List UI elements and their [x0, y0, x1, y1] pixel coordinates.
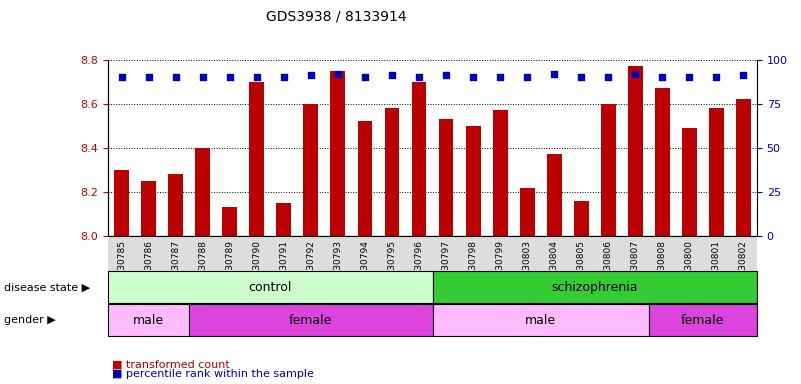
Point	[169, 74, 182, 80]
Point	[223, 74, 236, 80]
Text: GSM630808: GSM630808	[658, 240, 666, 295]
Text: schizophrenia: schizophrenia	[552, 281, 638, 294]
Point	[143, 74, 155, 80]
Point	[196, 74, 209, 80]
Point	[575, 74, 588, 80]
Point	[710, 74, 723, 80]
Point	[656, 74, 669, 80]
Text: GSM630785: GSM630785	[117, 240, 126, 295]
Bar	[115, 170, 129, 236]
Bar	[736, 99, 751, 236]
Bar	[574, 201, 589, 236]
Bar	[141, 181, 156, 236]
Point	[440, 72, 453, 78]
Point	[359, 74, 372, 80]
Point	[115, 74, 128, 80]
Point	[413, 74, 425, 80]
Bar	[249, 82, 264, 236]
Text: GDS3938 / 8133914: GDS3938 / 8133914	[266, 10, 407, 23]
Text: GSM630805: GSM630805	[577, 240, 586, 295]
Text: GSM630790: GSM630790	[252, 240, 261, 295]
Bar	[439, 119, 453, 236]
Text: GSM630797: GSM630797	[441, 240, 450, 295]
Point	[602, 74, 614, 80]
Bar	[655, 88, 670, 236]
Text: GSM630804: GSM630804	[549, 240, 558, 295]
Point	[385, 72, 398, 78]
Text: GSM630799: GSM630799	[496, 240, 505, 295]
Text: GSM630800: GSM630800	[685, 240, 694, 295]
Point	[521, 74, 533, 80]
Bar	[276, 203, 292, 236]
Point	[304, 72, 317, 78]
Bar	[601, 104, 616, 236]
Bar	[628, 66, 642, 236]
Text: GSM630794: GSM630794	[360, 240, 369, 295]
Bar	[384, 108, 400, 236]
Text: GSM630792: GSM630792	[307, 240, 316, 295]
Point	[493, 74, 506, 80]
Text: female: female	[681, 314, 725, 326]
Text: male: male	[133, 314, 164, 326]
Text: GSM630795: GSM630795	[388, 240, 396, 295]
Point	[332, 71, 344, 77]
Bar	[195, 148, 210, 236]
Text: control: control	[248, 281, 292, 294]
Text: GSM630789: GSM630789	[225, 240, 234, 295]
Bar	[547, 154, 562, 236]
Bar	[304, 104, 318, 236]
Point	[251, 74, 264, 80]
Text: GSM630801: GSM630801	[712, 240, 721, 295]
Bar	[682, 128, 697, 236]
Bar	[223, 207, 237, 236]
Point	[467, 74, 480, 80]
Point	[277, 74, 290, 80]
Text: GSM630787: GSM630787	[171, 240, 180, 295]
Text: GSM630802: GSM630802	[739, 240, 748, 295]
Bar	[168, 174, 183, 236]
Point	[737, 72, 750, 78]
Text: GSM630803: GSM630803	[523, 240, 532, 295]
Text: male: male	[525, 314, 556, 326]
Bar	[709, 108, 724, 236]
Point	[548, 71, 561, 77]
Bar	[331, 71, 345, 236]
Bar	[520, 187, 534, 236]
Text: female: female	[289, 314, 332, 326]
Text: disease state ▶: disease state ▶	[4, 282, 91, 293]
Text: GSM630806: GSM630806	[604, 240, 613, 295]
Text: GSM630807: GSM630807	[631, 240, 640, 295]
Bar	[357, 121, 372, 236]
Point	[629, 71, 642, 77]
Text: GSM630791: GSM630791	[280, 240, 288, 295]
Text: GSM630786: GSM630786	[144, 240, 153, 295]
Bar	[493, 110, 508, 236]
Bar	[412, 82, 426, 236]
Text: GSM630796: GSM630796	[415, 240, 424, 295]
Bar	[465, 126, 481, 236]
Text: GSM630788: GSM630788	[199, 240, 207, 295]
Point	[683, 74, 696, 80]
Text: ■ transformed count: ■ transformed count	[112, 360, 230, 370]
Text: GSM630793: GSM630793	[333, 240, 342, 295]
Text: ■ percentile rank within the sample: ■ percentile rank within the sample	[112, 369, 314, 379]
Text: gender ▶: gender ▶	[4, 315, 56, 325]
Text: GSM630798: GSM630798	[469, 240, 477, 295]
